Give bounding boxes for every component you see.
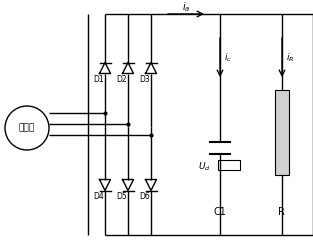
Text: 发电机: 发电机 [19,124,35,132]
Bar [218,160,240,170]
Text: $i_a$: $i_a$ [182,0,190,14]
Text: C1: C1 [214,207,227,217]
Text: D6: D6 [139,192,150,201]
Bar [275,90,289,175]
Text: $i_c$: $i_c$ [224,51,232,64]
Text: D5: D5 [116,192,127,201]
Text: $i_R$: $i_R$ [286,51,294,64]
Text: R: R [278,207,285,217]
Text: D3: D3 [139,75,150,84]
Text: D4: D4 [93,192,104,201]
Text: $U_d$: $U_d$ [198,161,211,173]
Text: D1: D1 [93,75,104,84]
Text: D2: D2 [116,75,127,84]
